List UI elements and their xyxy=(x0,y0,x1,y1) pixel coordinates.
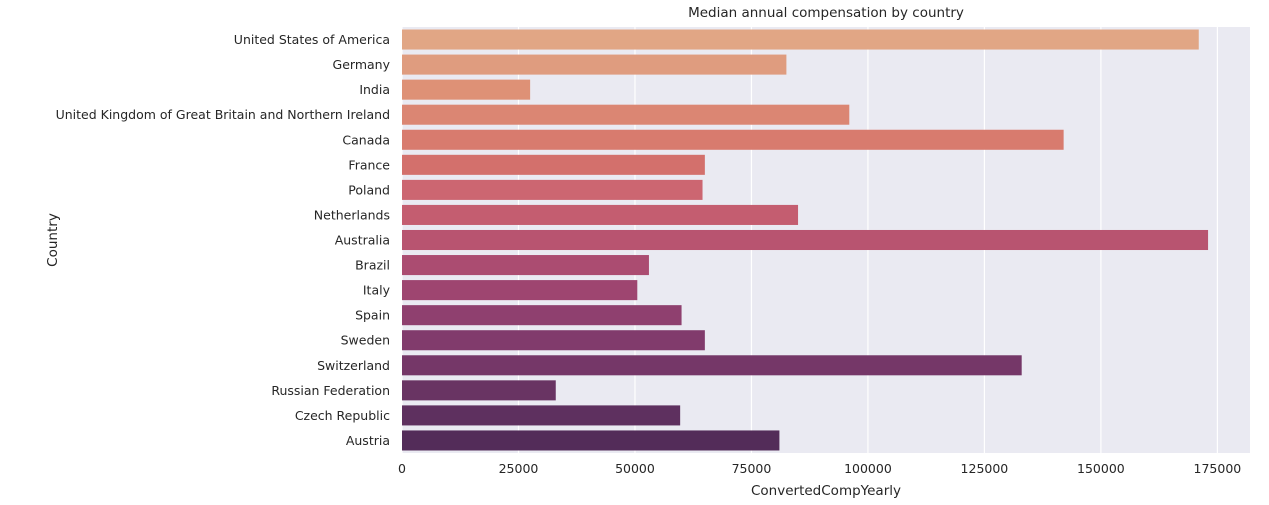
bar xyxy=(402,129,1064,150)
y-tick-label: Russian Federation xyxy=(271,383,390,398)
y-tick-label: Italy xyxy=(363,283,391,298)
bar xyxy=(402,305,682,326)
y-tick-label: Spain xyxy=(355,308,390,323)
x-tick-label: 0 xyxy=(398,461,406,476)
x-axis-title: ConvertedCompYearly xyxy=(751,483,901,499)
x-tick-labels: 0 25000 50000 75000 100000 125000 150000 175000 xyxy=(398,461,1241,476)
y-tick-label: India xyxy=(359,82,390,97)
bar xyxy=(402,430,780,451)
y-tick-label: Canada xyxy=(342,132,390,147)
y-tick-label: United States of America xyxy=(234,32,390,47)
bar xyxy=(402,104,850,125)
y-tick-label: Austria xyxy=(346,433,390,448)
chart-title: Median annual compensation by country xyxy=(688,5,964,21)
bar xyxy=(402,255,649,276)
bar xyxy=(402,79,531,100)
bar xyxy=(402,179,703,200)
y-tick-label: Switzerland xyxy=(317,358,390,373)
y-tick-label: Australia xyxy=(335,233,390,248)
x-tick-label: 75000 xyxy=(732,461,772,476)
y-tick-label: Czech Republic xyxy=(295,408,390,423)
bar xyxy=(402,229,1209,251)
bar xyxy=(402,54,787,75)
bars xyxy=(402,29,1209,451)
y-tick-label: Poland xyxy=(348,182,390,197)
bar xyxy=(402,280,638,301)
y-tick-labels: United States of America Germany India Unit… xyxy=(56,32,391,448)
y-tick-label: France xyxy=(348,157,390,172)
y-tick-label: Brazil xyxy=(355,258,390,273)
y-axis-title: Country xyxy=(45,213,61,267)
x-tick-label: 175000 xyxy=(1194,461,1242,476)
bar xyxy=(402,29,1199,50)
bar xyxy=(402,204,799,225)
x-tick-label: 50000 xyxy=(615,461,655,476)
bar xyxy=(402,154,705,175)
y-tick-label: Netherlands xyxy=(314,207,390,222)
x-tick-label: 150000 xyxy=(1077,461,1125,476)
y-tick-label: Germany xyxy=(333,57,391,72)
x-tick-label: 100000 xyxy=(844,461,892,476)
x-tick-label: 25000 xyxy=(499,461,539,476)
x-tick-label: 125000 xyxy=(961,461,1009,476)
bar xyxy=(402,405,681,426)
bar xyxy=(402,380,556,401)
y-tick-label: Sweden xyxy=(341,333,390,348)
bar xyxy=(402,330,705,351)
bar xyxy=(402,355,1022,376)
y-tick-label: United Kingdom of Great Britain and Nort… xyxy=(56,107,390,122)
